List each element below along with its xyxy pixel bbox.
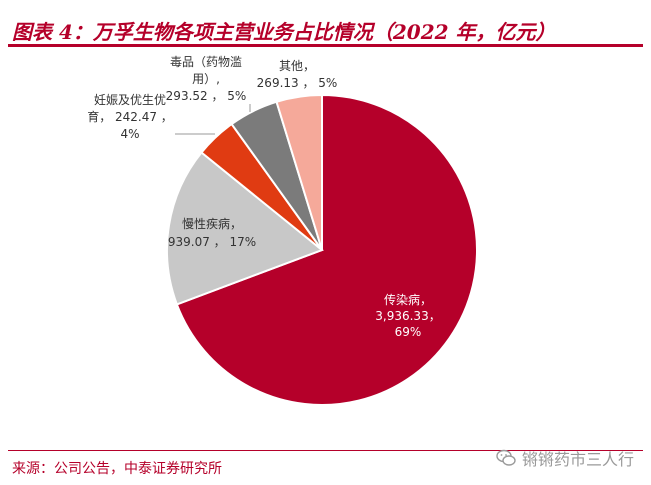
title-divider — [8, 44, 643, 47]
source-note: 来源：公司公告，中泰证券研究所 — [12, 461, 222, 477]
pie-slice-infectious — [175, 93, 478, 406]
pie-slice-other — [275, 93, 323, 251]
slice-label-chronic: 慢性疾病， 939.07 ， 17% — [168, 216, 256, 249]
chart-title: 图表 4：万孚生物各项主营业务占比情况（2022 年，亿元） — [12, 20, 556, 44]
slice-label-infectious: 传染病， 3,936.33， 69% — [375, 292, 440, 339]
pie-slice-chronic — [166, 151, 324, 306]
watermark: 锵锵药市三人行 — [496, 446, 634, 470]
slice-label-other: 其他， 269.13 ， 5% — [257, 59, 338, 90]
slice-label-drugs: 毒品（药物滥用）, 293.52 ， 5% — [166, 55, 247, 103]
wechat-icon — [496, 449, 516, 466]
footer-divider — [8, 450, 643, 451]
slice-label-pregnancy: 妊娠及优生优育， 242.47 ， 4% — [87, 93, 173, 141]
watermark-text: 锵锵药市三人行 — [522, 450, 635, 469]
